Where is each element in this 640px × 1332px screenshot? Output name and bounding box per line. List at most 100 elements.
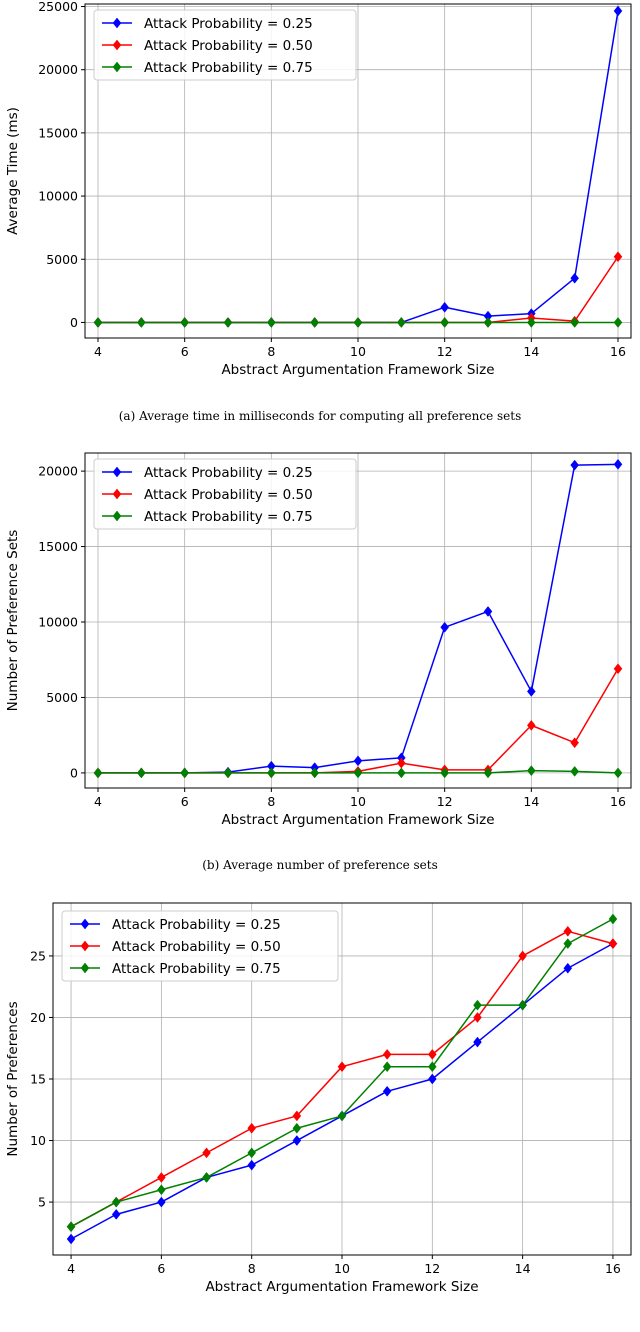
legend-marker — [80, 940, 90, 952]
data-point — [570, 766, 579, 777]
data-point — [310, 317, 319, 328]
data-point — [483, 317, 493, 328]
data-point — [473, 1036, 482, 1048]
data-point — [427, 1061, 437, 1073]
legend-entry-label: Attack Probability = 0.50 — [112, 939, 281, 955]
data-point — [180, 767, 189, 779]
data-point — [137, 317, 146, 328]
data-point — [223, 767, 233, 779]
y-tick-label: 5000 — [46, 252, 78, 267]
data-point — [563, 962, 573, 974]
x-axis-title: Abstract Argumentation Framework Size — [221, 812, 494, 828]
y-axis-title: Average Time (ms) — [5, 107, 21, 235]
x-tick-label: 16 — [610, 794, 626, 809]
x-axis-title: Abstract Argumentation Framework Size — [205, 1279, 478, 1295]
y-tick-label: 5 — [38, 1195, 46, 1210]
data-point — [310, 767, 319, 779]
y-tick-label: 15 — [30, 1072, 46, 1087]
x-tick-label: 16 — [605, 1261, 621, 1276]
data-point — [223, 317, 233, 328]
data-point — [66, 1233, 76, 1245]
data-point — [608, 938, 618, 950]
y-tick-label: 10000 — [38, 615, 78, 630]
data-point — [66, 1221, 76, 1233]
data-point — [353, 755, 363, 767]
data-point — [93, 317, 103, 328]
data-point — [292, 1135, 302, 1146]
x-axis-title: Abstract Argumentation Framework Size — [221, 362, 494, 378]
data-point — [137, 767, 146, 779]
data-point — [247, 1122, 257, 1134]
data-point — [427, 1048, 437, 1060]
data-point — [93, 767, 103, 779]
data-point — [180, 317, 189, 328]
x-tick-label: 4 — [67, 1261, 75, 1276]
data-point — [527, 765, 536, 777]
y-axis-title: Number of Preferences — [5, 1001, 21, 1156]
y-tick-label: 0 — [70, 765, 78, 780]
data-point — [397, 767, 406, 779]
y-tick-label: 25 — [30, 948, 46, 963]
data-point — [337, 1061, 347, 1073]
data-point — [613, 663, 623, 675]
data-point — [527, 719, 536, 731]
data-point — [353, 767, 363, 779]
legend-entry-label: Attack Probability = 0.50 — [144, 487, 313, 503]
y-axis-title: Number of Preference Sets — [5, 530, 21, 712]
data-point — [157, 1196, 166, 1208]
data-point — [247, 1147, 257, 1159]
data-point — [527, 686, 536, 697]
data-point — [111, 1208, 121, 1220]
legend-entry-label: Attack Probability = 0.25 — [112, 917, 281, 933]
x-tick-label: 8 — [248, 1261, 256, 1276]
legend-box — [93, 9, 357, 81]
data-point — [157, 1172, 166, 1183]
y-tick-label: 20000 — [38, 464, 78, 479]
y-tick-label: 10000 — [38, 189, 78, 204]
data-point — [427, 1073, 437, 1085]
data-point — [473, 1012, 482, 1023]
data-point — [613, 251, 623, 263]
data-point — [267, 767, 276, 779]
data-point — [247, 1159, 257, 1171]
data-point — [353, 317, 363, 328]
x-tick-label: 6 — [181, 344, 189, 359]
data-point — [292, 1110, 302, 1122]
y-tick-label: 10 — [30, 1133, 46, 1148]
x-tick-label: 8 — [267, 794, 275, 809]
y-tick-label: 20000 — [38, 62, 78, 77]
data-point — [570, 317, 579, 328]
data-point — [382, 1061, 392, 1073]
y-tick-label: 0 — [70, 315, 78, 330]
data-point — [292, 1122, 302, 1134]
data-point — [440, 301, 449, 313]
y-tick-label: 15000 — [38, 125, 78, 140]
data-point — [397, 317, 406, 328]
legend-box — [93, 458, 357, 530]
data-point — [382, 1085, 392, 1097]
legend-entry-label: Attack Probability = 0.50 — [144, 38, 313, 54]
data-point — [337, 1110, 347, 1122]
data-point — [111, 1196, 121, 1208]
data-point — [570, 459, 579, 471]
data-point — [483, 767, 493, 779]
legend-box — [61, 910, 339, 982]
y-tick-label: 5000 — [46, 690, 78, 705]
figure-caption: (a) Average time in milliseconds for com… — [119, 409, 522, 423]
y-tick-label: 25000 — [38, 0, 78, 14]
data-point — [563, 938, 573, 950]
chart-panel-1: 4 6 8 10 12 14 16 0 5000 10000 15000 20000 25000 Abst… — [5, 0, 632, 423]
data-point — [267, 317, 276, 328]
data-point — [563, 925, 573, 937]
x-tick-label: 10 — [350, 794, 366, 809]
x-tick-label: 6 — [181, 794, 189, 809]
legend-entry-label: Attack Probability = 0.75 — [144, 60, 313, 76]
legend-marker — [112, 510, 122, 522]
y-tick-label: 20 — [30, 1010, 46, 1025]
legend-marker — [112, 466, 122, 478]
chart-panel-2: 4 6 8 10 12 14 16 0 5000 10000 15000 20000 Abstract … — [5, 452, 632, 872]
data-point — [518, 950, 527, 962]
legend-marker — [112, 61, 122, 73]
x-tick-label: 14 — [523, 794, 539, 809]
